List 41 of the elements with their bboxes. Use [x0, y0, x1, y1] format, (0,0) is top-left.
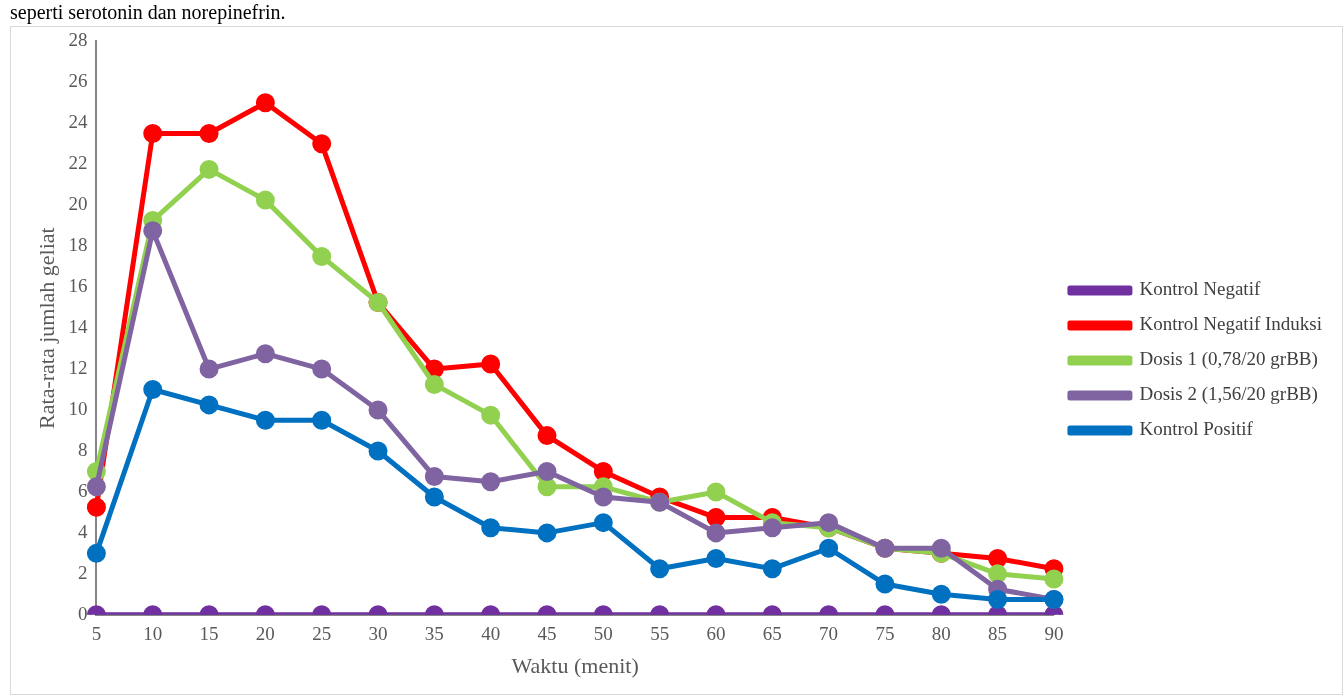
y-tick-label: 24	[68, 111, 88, 133]
legend-label: Kontrol Negatif Induksi	[1139, 313, 1322, 335]
x-tick-label: 75	[875, 623, 895, 645]
y-tick-label: 14	[68, 316, 88, 338]
y-tick-label: 12	[68, 357, 88, 379]
y-tick-label: 0	[77, 602, 88, 624]
x-tick-label: 65	[762, 623, 782, 645]
y-tick-label: 2	[77, 561, 88, 583]
y-tick-label: 10	[68, 398, 88, 419]
y-tick-label: 16	[68, 275, 88, 297]
x-tick-label: 50	[593, 623, 613, 645]
y-tick-label: 26	[68, 70, 88, 92]
x-axis-title: Waktu (menit)	[511, 652, 639, 678]
y-axis-title: Rata-rata jumlah geliat	[33, 227, 59, 429]
legend-label: Dosis 1 (0,78/20 grBB)	[1139, 348, 1318, 371]
x-tick-label: 5	[91, 623, 102, 645]
y-tick-label: 8	[77, 438, 88, 460]
x-tick-label: 90	[1044, 623, 1064, 645]
y-tick-label: 28	[68, 29, 88, 51]
legend-label: Kontrol Positif	[1139, 418, 1254, 440]
y-tick-label: 4	[77, 520, 88, 542]
x-tick-label: 70	[819, 623, 839, 645]
x-tick-label: 40	[481, 623, 501, 645]
y-tick-label: 20	[68, 193, 88, 215]
legend-label: Dosis 2 (1,56/20 grBB)	[1139, 383, 1318, 406]
x-tick-label: 60	[706, 623, 726, 645]
x-tick-label: 10	[143, 623, 163, 645]
y-tick-label: 18	[68, 234, 88, 256]
y-tick-label: 22	[68, 152, 88, 174]
x-tick-label: 30	[368, 623, 388, 645]
x-tick-label: 55	[650, 623, 670, 645]
x-tick-label: 85	[988, 623, 1008, 645]
x-tick-label: 15	[199, 623, 219, 645]
x-tick-label: 20	[255, 623, 275, 645]
x-tick-label: 80	[931, 623, 951, 645]
x-tick-label: 25	[312, 623, 332, 645]
x-tick-label: 45	[537, 623, 557, 645]
legend-label: Kontrol Negatif	[1139, 278, 1261, 300]
y-tick-label: 6	[77, 479, 88, 501]
text: seperti serotonin dan norepinefrin.	[10, 0, 286, 24]
x-tick-label: 35	[424, 623, 444, 645]
